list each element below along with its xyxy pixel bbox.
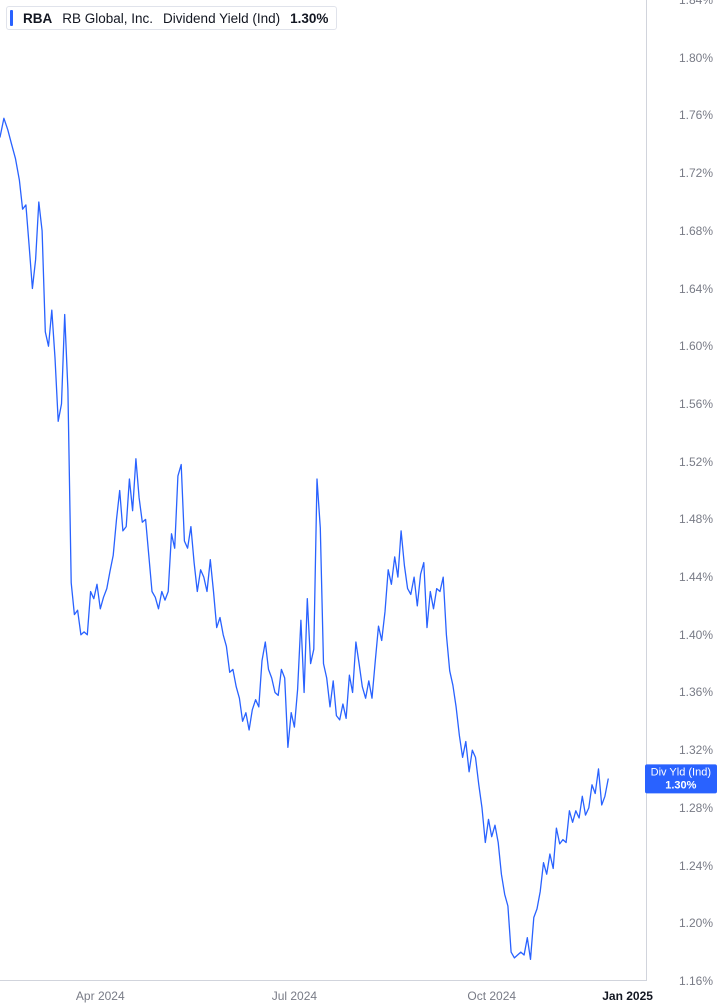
y-tick-label: 1.32% (679, 743, 713, 757)
y-tick-label: 1.76% (679, 108, 713, 122)
y-axis-line (646, 0, 647, 981)
y-tick-label: 1.72% (679, 166, 713, 180)
x-tick-label: Jan 2025 (602, 989, 653, 1003)
y-tick-label: 1.80% (679, 51, 713, 65)
legend-series-label: Dividend Yield (Ind) (163, 11, 280, 26)
x-tick-label: Apr 2024 (76, 989, 125, 1003)
chart-container[interactable]: 1.16% 1.20% 1.24% 1.28% 1.32% 1.36% 1.40% 1.44%… (0, 0, 717, 1005)
y-tick-label: 1.52% (679, 455, 713, 469)
y-tick-label: 1.60% (679, 339, 713, 353)
y-tick-label: 1.40% (679, 628, 713, 642)
y-tick-label: 1.20% (679, 916, 713, 930)
y-tick-label: 1.64% (679, 282, 713, 296)
x-tick-label: Jul 2024 (272, 989, 317, 1003)
chart-legend[interactable]: RBA RB Global, Inc. Dividend Yield (Ind)… (6, 6, 337, 30)
flag-value: 1.30% (651, 779, 711, 792)
y-tick-label: 1.68% (679, 224, 713, 238)
x-axis-line (0, 980, 647, 981)
legend-current-value: 1.30% (290, 11, 328, 26)
series-line (0, 0, 717, 1005)
accent-bar (10, 10, 13, 26)
y-tick-label: 1.56% (679, 397, 713, 411)
flag-series-label: Div Yld (Ind) (651, 766, 711, 779)
y-tick-label: 1.24% (679, 859, 713, 873)
y-tick-label: 1.28% (679, 801, 713, 815)
current-value-flag: Div Yld (Ind)1.30% (645, 764, 717, 793)
y-tick-label: 1.44% (679, 570, 713, 584)
x-tick-label: Oct 2024 (467, 989, 516, 1003)
y-tick-label: 1.48% (679, 512, 713, 526)
y-tick-label: 1.16% (679, 974, 713, 988)
y-tick-label: 1.36% (679, 685, 713, 699)
legend-company-name: RB Global, Inc. (62, 11, 153, 26)
legend-ticker: RBA (23, 11, 52, 26)
y-tick-label: 1.84% (679, 0, 713, 7)
